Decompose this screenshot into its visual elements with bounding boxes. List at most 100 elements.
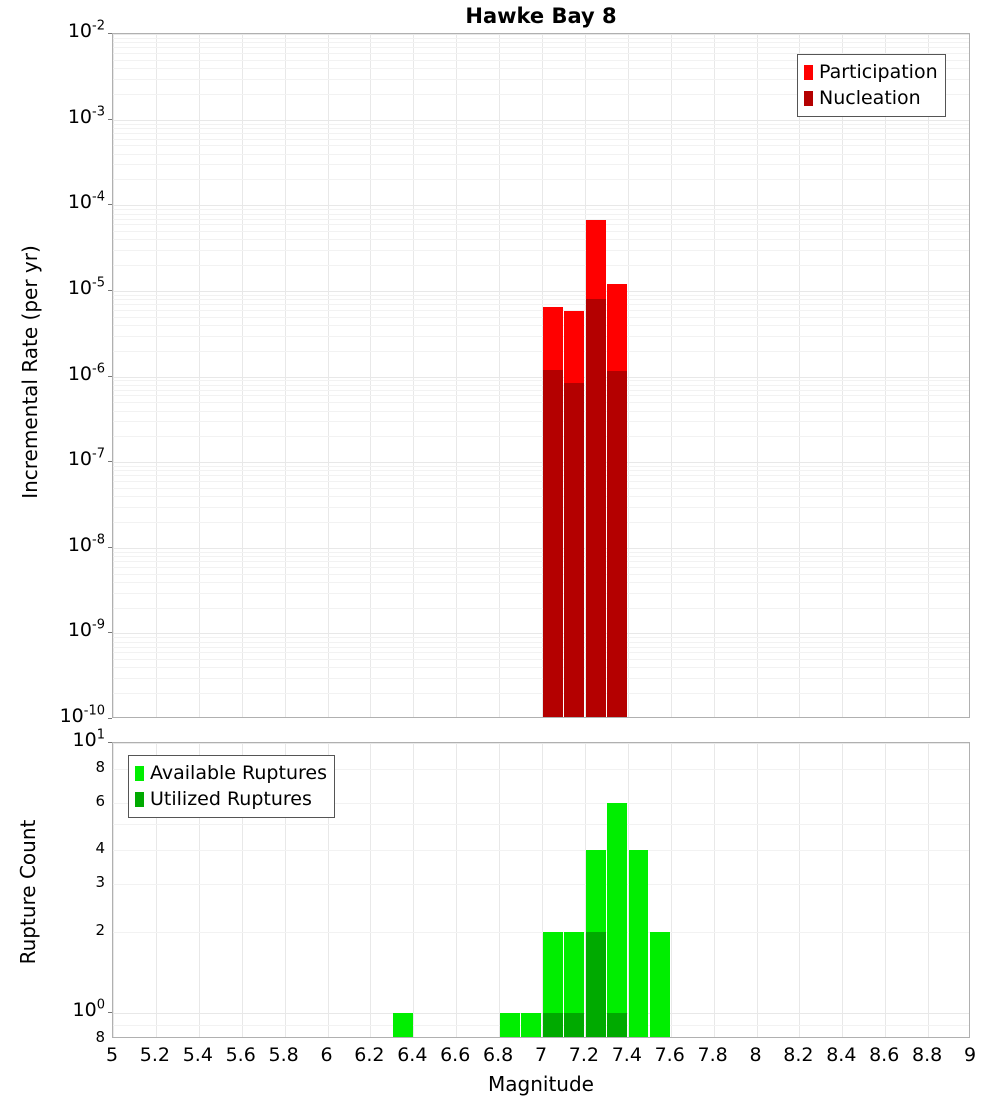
gridline-horizontal-minor: [113, 487, 969, 489]
x-tick-label: 8: [749, 1044, 762, 1066]
gridline-vertical: [456, 34, 458, 717]
top-y-axis-label: Incremental Rate (per yr): [18, 245, 42, 499]
gridline-horizontal-minor: [113, 506, 969, 508]
legend-item-nucleation: Nucleation: [804, 85, 938, 111]
gridline-horizontal-minor: [113, 123, 969, 125]
x-tick-label: 5: [105, 1044, 119, 1066]
top-y-tick-label: 10-3: [67, 104, 105, 128]
bar-nucleation: [542, 369, 563, 717]
gridline-horizontal-minor: [113, 250, 969, 252]
gridline-horizontal: [113, 205, 969, 207]
gridline-vertical: [113, 34, 114, 717]
gridline-horizontal-minor: [113, 481, 969, 483]
gridline-horizontal-minor: [113, 436, 969, 438]
top-y-tick-mark: [108, 118, 112, 120]
gridline-vertical: [413, 743, 415, 1037]
legend-item-utilized-ruptures: Utilized Ruptures: [135, 786, 327, 812]
x-tick-label: 6: [320, 1044, 333, 1066]
gridline-horizontal-minor: [113, 421, 969, 423]
gridline-horizontal-minor: [113, 561, 969, 562]
gridline-vertical: [542, 743, 543, 1037]
gridline-horizontal-minor: [113, 231, 969, 233]
x-axis-label: Magnitude: [488, 1072, 594, 1096]
bar-available-ruptures: [521, 1012, 542, 1037]
top-y-tick-mark: [108, 375, 112, 377]
gridline-vertical: [713, 34, 715, 717]
gridline-horizontal-minor: [113, 678, 969, 680]
legend-label-available-ruptures: Available Ruptures: [150, 761, 327, 784]
gridline-vertical: [456, 743, 458, 1037]
gridline-horizontal-minor: [113, 389, 969, 391]
top-y-tick-mark: [108, 718, 112, 719]
gridline-horizontal: [113, 290, 969, 292]
x-tick-label: 7: [534, 1044, 548, 1066]
gridline-horizontal-minor: [113, 324, 969, 326]
gridline-horizontal-minor: [113, 239, 969, 241]
gridline-horizontal-minor: [113, 316, 969, 318]
gridline-horizontal: [113, 769, 969, 771]
gridline-horizontal-minor: [113, 380, 969, 382]
bar-available-ruptures: [392, 1012, 413, 1037]
gridline-horizontal-minor: [113, 556, 969, 558]
bottom-y-tick-label: 101: [72, 727, 105, 751]
bar-available-ruptures: [607, 802, 628, 1037]
gridline-horizontal-minor: [113, 138, 969, 140]
gridline-horizontal-minor: [113, 127, 969, 129]
bottom-y-minor-tick-label: 6: [95, 791, 105, 810]
gridline-horizontal-minor: [113, 299, 969, 301]
gridline-horizontal: [113, 743, 969, 744]
gridline-vertical: [799, 743, 801, 1037]
utilized-ruptures-swatch-icon: [135, 791, 144, 807]
bottom-y-minor-tick-label: 2: [95, 920, 105, 939]
x-tick-label: 6.8: [482, 1044, 514, 1066]
gridline-horizontal-minor: [113, 78, 969, 80]
gridline-horizontal: [113, 802, 969, 804]
x-tick-label: 7.6: [654, 1044, 685, 1066]
available-ruptures-swatch-icon: [135, 765, 144, 781]
top-y-tick-label: 10-6: [67, 361, 105, 385]
x-tick-label: 8.8: [911, 1044, 943, 1066]
gridline-vertical: [499, 743, 501, 1037]
gridline-horizontal-minor: [113, 395, 969, 397]
gridline-vertical: [627, 34, 629, 717]
gridline-horizontal-minor: [113, 659, 969, 661]
gridline-horizontal-minor: [113, 470, 969, 472]
bottom-plot-area: [113, 743, 969, 1037]
x-tick-label: 7.4: [611, 1044, 642, 1066]
legend-item-participation: Participation: [804, 59, 938, 85]
incremental-rate-plot: [112, 33, 970, 718]
gridline-vertical: [799, 34, 801, 717]
bar-utilized-ruptures: [564, 1012, 585, 1037]
gridline-horizontal-minor: [113, 652, 969, 654]
gridline-horizontal: [113, 547, 969, 549]
gridline-vertical: [327, 34, 329, 717]
x-tick-label: 8.6: [869, 1044, 900, 1066]
gridline-vertical: [241, 34, 243, 717]
top-y-tick-label: 10-9: [67, 618, 105, 642]
bar-available-ruptures: [564, 931, 585, 1037]
gridline-horizontal: [113, 884, 969, 886]
gridline-horizontal-minor: [113, 93, 969, 95]
gridline-horizontal-minor: [113, 68, 969, 70]
bottom-y-minor-tick-label: 4: [95, 839, 105, 858]
gridline-horizontal-minor: [113, 209, 969, 211]
gridline-horizontal: [113, 824, 969, 826]
gridline-vertical: [670, 743, 672, 1037]
gridline-vertical: [327, 743, 329, 1037]
gridline-horizontal-minor: [113, 566, 969, 568]
gridline-vertical: [198, 34, 200, 717]
x-tick-label: 5.4: [182, 1044, 213, 1066]
x-tick-label: 5.2: [139, 1044, 170, 1066]
legend-label-nucleation: Nucleation: [819, 86, 921, 109]
gridline-horizontal-minor: [113, 607, 969, 609]
x-tick-label: 5.8: [268, 1044, 299, 1066]
gridline-vertical: [241, 743, 243, 1037]
gridline-vertical: [155, 743, 157, 1037]
top-y-tick-label: 10-4: [67, 189, 105, 214]
top-y-tick-label: 10-2: [67, 18, 105, 42]
bottom-y-tick-mark: [108, 742, 112, 743]
bar-nucleation: [585, 299, 606, 717]
gridline-vertical: [198, 743, 200, 1037]
gridline-horizontal-minor: [113, 521, 969, 523]
x-tick-label: 6.6: [440, 1044, 471, 1066]
